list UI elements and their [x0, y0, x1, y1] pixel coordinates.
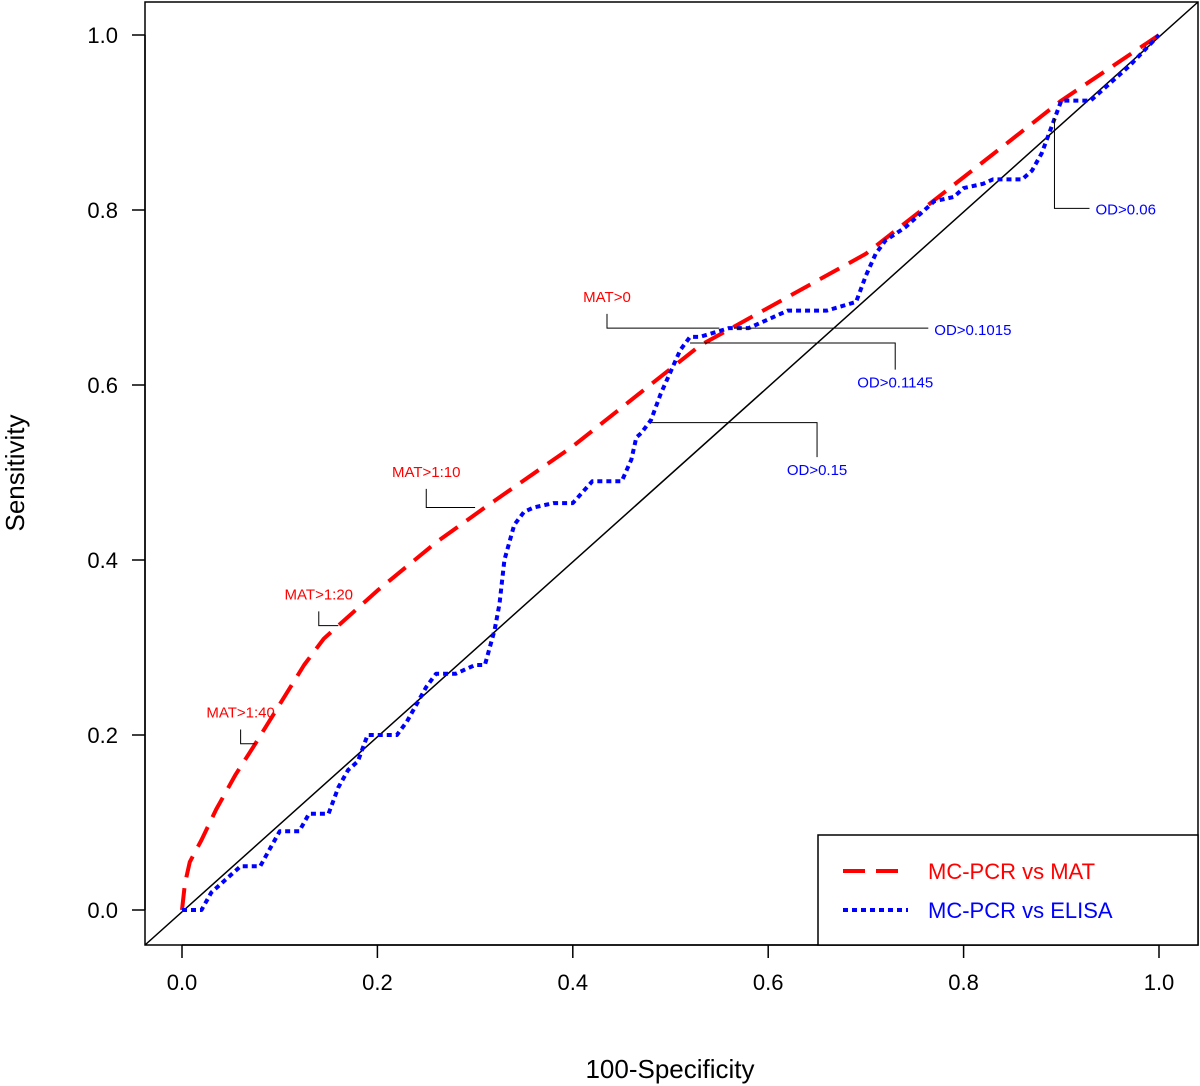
annotation-leader	[606, 313, 720, 329]
annotation-leader	[690, 342, 896, 370]
x-tick-label: 0.6	[753, 970, 784, 995]
annotation: MAT>1:40	[206, 705, 275, 745]
annotation-leader	[240, 729, 256, 745]
y-tick-label: 0.0	[87, 898, 118, 923]
annotation-label: OD>0.06	[1095, 201, 1155, 218]
reference-diagonal	[144, 1, 1199, 946]
annotation-leader	[1053, 118, 1090, 209]
legend: MC-PCR vs MAT MC-PCR vs ELISA	[817, 834, 1199, 946]
x-tick-label: 0.4	[558, 970, 589, 995]
annotation-label: MAT>1:40	[206, 705, 275, 722]
annotation: OD>0.06	[1053, 118, 1156, 218]
annotation: OD>0.15	[650, 422, 847, 479]
x-tick-label: 0.2	[362, 970, 393, 995]
y-tick-label: 1.0	[87, 23, 118, 48]
legend-label-mat: MC-PCR vs MAT	[928, 859, 1095, 884]
annotation-layer: MAT>1:40 MAT>1:20 MAT>1:10 MAT>0 OD>0.1015 OD…	[206, 118, 1156, 745]
annotation-label: MAT>1:10	[392, 464, 461, 481]
annotation-label: MAT>1:20	[285, 586, 354, 603]
y-axis: 0.0 0.2 0.4 0.6 0.8 1.0	[87, 23, 146, 923]
annotation-leader	[425, 488, 476, 508]
legend-box	[817, 834, 1199, 946]
y-tick-label: 0.6	[87, 373, 118, 398]
legend-label-elisa: MC-PCR vs ELISA	[928, 898, 1113, 923]
annotation-leader	[318, 611, 339, 627]
annotation-label: MAT>0	[583, 289, 631, 306]
x-tick-label: 1.0	[1144, 970, 1175, 995]
annotation: OD>0.1015	[734, 322, 1011, 339]
annotation-label: OD>0.1015	[934, 322, 1011, 339]
annotation-leader	[650, 422, 818, 458]
series-line-mat	[180, 33, 1161, 911]
series-layer	[180, 33, 1161, 912]
y-axis-title: Sensitivity	[0, 414, 30, 531]
annotation-label: OD>0.1145	[857, 375, 933, 392]
x-tick-label: 0.0	[167, 970, 198, 995]
annotation-label: OD>0.15	[787, 462, 847, 479]
y-tick-label: 0.8	[87, 198, 118, 223]
annotation: MAT>1:20	[285, 586, 354, 627]
x-tick-label: 0.8	[948, 970, 979, 995]
annotation: MAT>0	[583, 289, 720, 329]
annotation: MAT>1:10	[392, 464, 476, 508]
x-axis-title: 100-Specificity	[585, 1054, 754, 1084]
x-axis: 0.0 0.2 0.4 0.6 0.8 1.0	[167, 944, 1175, 995]
y-tick-label: 0.4	[87, 548, 118, 573]
y-tick-label: 0.2	[87, 723, 118, 748]
annotation: OD>0.1145	[690, 342, 933, 392]
series-line-elisa	[182, 33, 1161, 912]
